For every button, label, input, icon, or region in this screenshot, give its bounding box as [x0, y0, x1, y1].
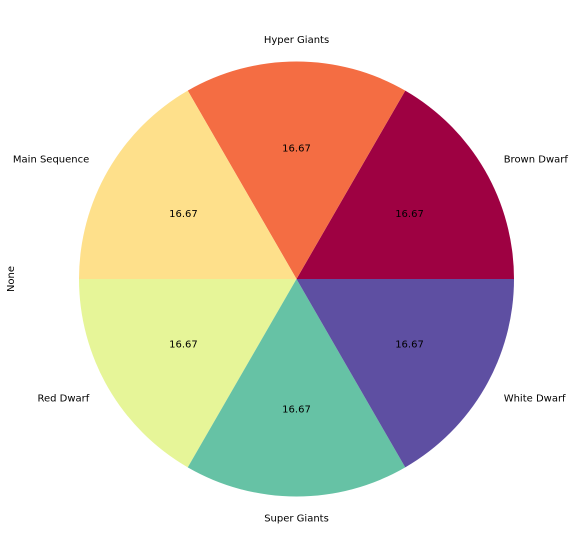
slice-value-brown-dwarf: 16.67: [395, 209, 424, 220]
pie-slice-brown-dwarf: [296, 90, 514, 280]
slice-label-hyper-giants: Hyper Giants: [264, 35, 329, 46]
slice-value-super-giants: 16.67: [282, 405, 311, 416]
pie-slice-main-sequence: [79, 90, 297, 280]
pie-slice-red-dwarf: [79, 279, 297, 468]
slice-label-brown-dwarf: Brown Dwarf: [504, 154, 569, 165]
slice-label-red-dwarf: Red Dwarf: [37, 394, 89, 405]
pie-slice-super-giants: [187, 279, 406, 497]
slice-label-super-giants: Super Giants: [264, 513, 329, 524]
slice-value-hyper-giants: 16.67: [282, 144, 311, 155]
slice-label-white-dwarf: White Dwarf: [504, 394, 566, 405]
slice-value-main-sequence: 16.67: [169, 209, 198, 220]
pie-slice-white-dwarf: [296, 279, 514, 468]
slice-label-main-sequence: Main Sequence: [13, 154, 89, 165]
slice-value-red-dwarf: 16.67: [169, 339, 198, 350]
pie-slice-hyper-giants: [187, 61, 406, 280]
slice-value-white-dwarf: 16.67: [395, 339, 424, 350]
y-axis-label: None: [6, 266, 17, 292]
